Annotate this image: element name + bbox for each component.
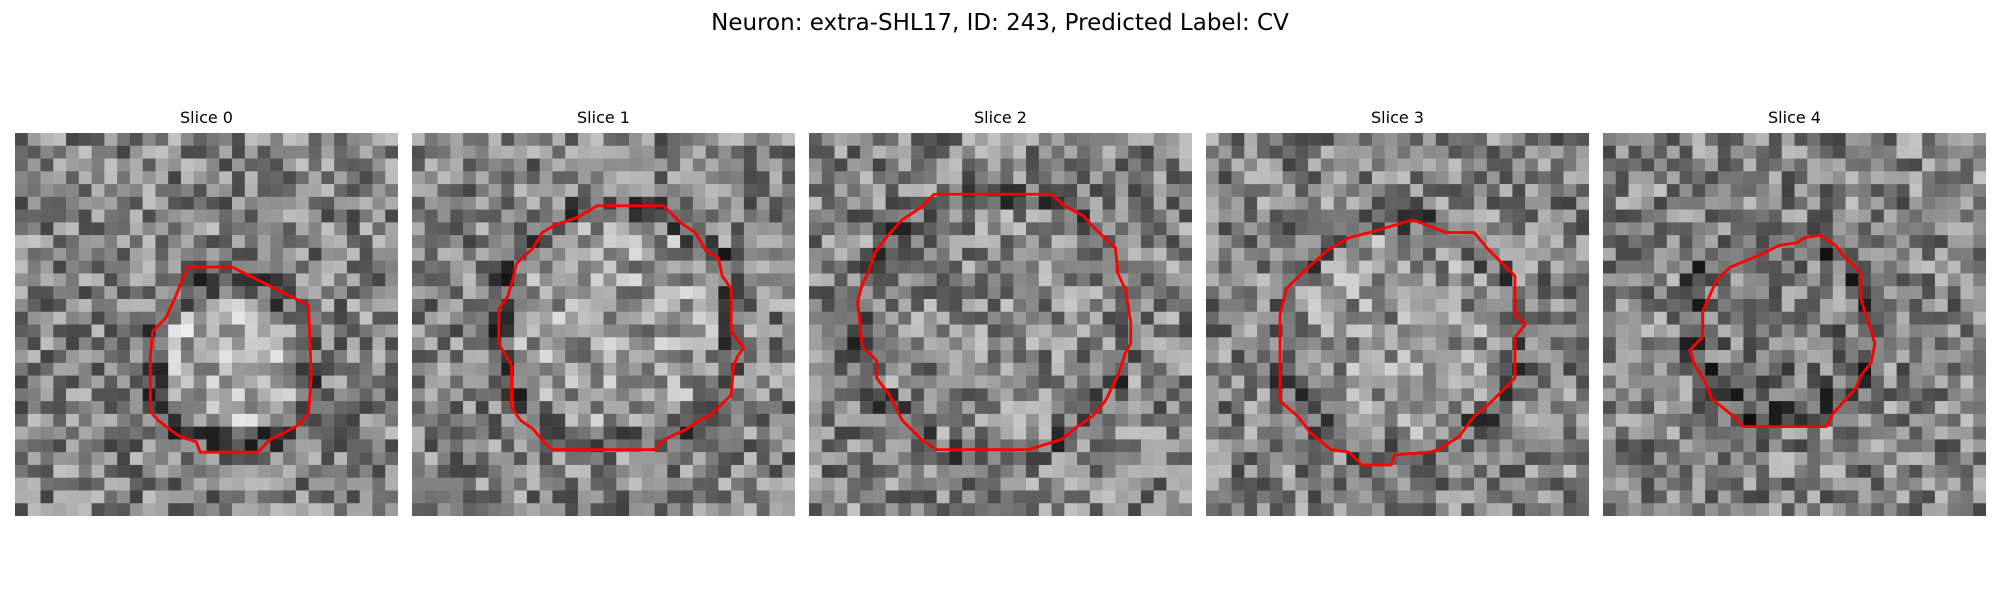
segmentation-contour [497, 204, 746, 452]
slice-title: Slice 1 [577, 108, 630, 127]
slice-image [809, 133, 1192, 516]
slice-panel-4: Slice 4 [1603, 108, 1986, 516]
slice-title: Slice 3 [1371, 108, 1424, 127]
segmentation-contour [1278, 218, 1527, 467]
slice-image [412, 133, 795, 516]
slice-panel-3: Slice 3 [1206, 108, 1589, 516]
slice-panel-0: Slice 0 [15, 108, 398, 516]
slice-title: Slice 2 [974, 108, 1027, 127]
slice-title: Slice 0 [180, 108, 233, 127]
slice-panel-1: Slice 1 [412, 108, 795, 516]
slice-image [1603, 133, 1986, 516]
segmentation-contour [1688, 233, 1877, 429]
slice-image [1206, 133, 1589, 516]
segmentation-contour [856, 192, 1133, 452]
figure-title: Neuron: extra-SHL17, ID: 243, Predicted … [711, 10, 1289, 36]
slice-panel-2: Slice 2 [809, 108, 1192, 516]
slice-title: Slice 4 [1768, 108, 1821, 127]
segmentation-contour [148, 265, 313, 454]
slice-image [15, 133, 398, 516]
